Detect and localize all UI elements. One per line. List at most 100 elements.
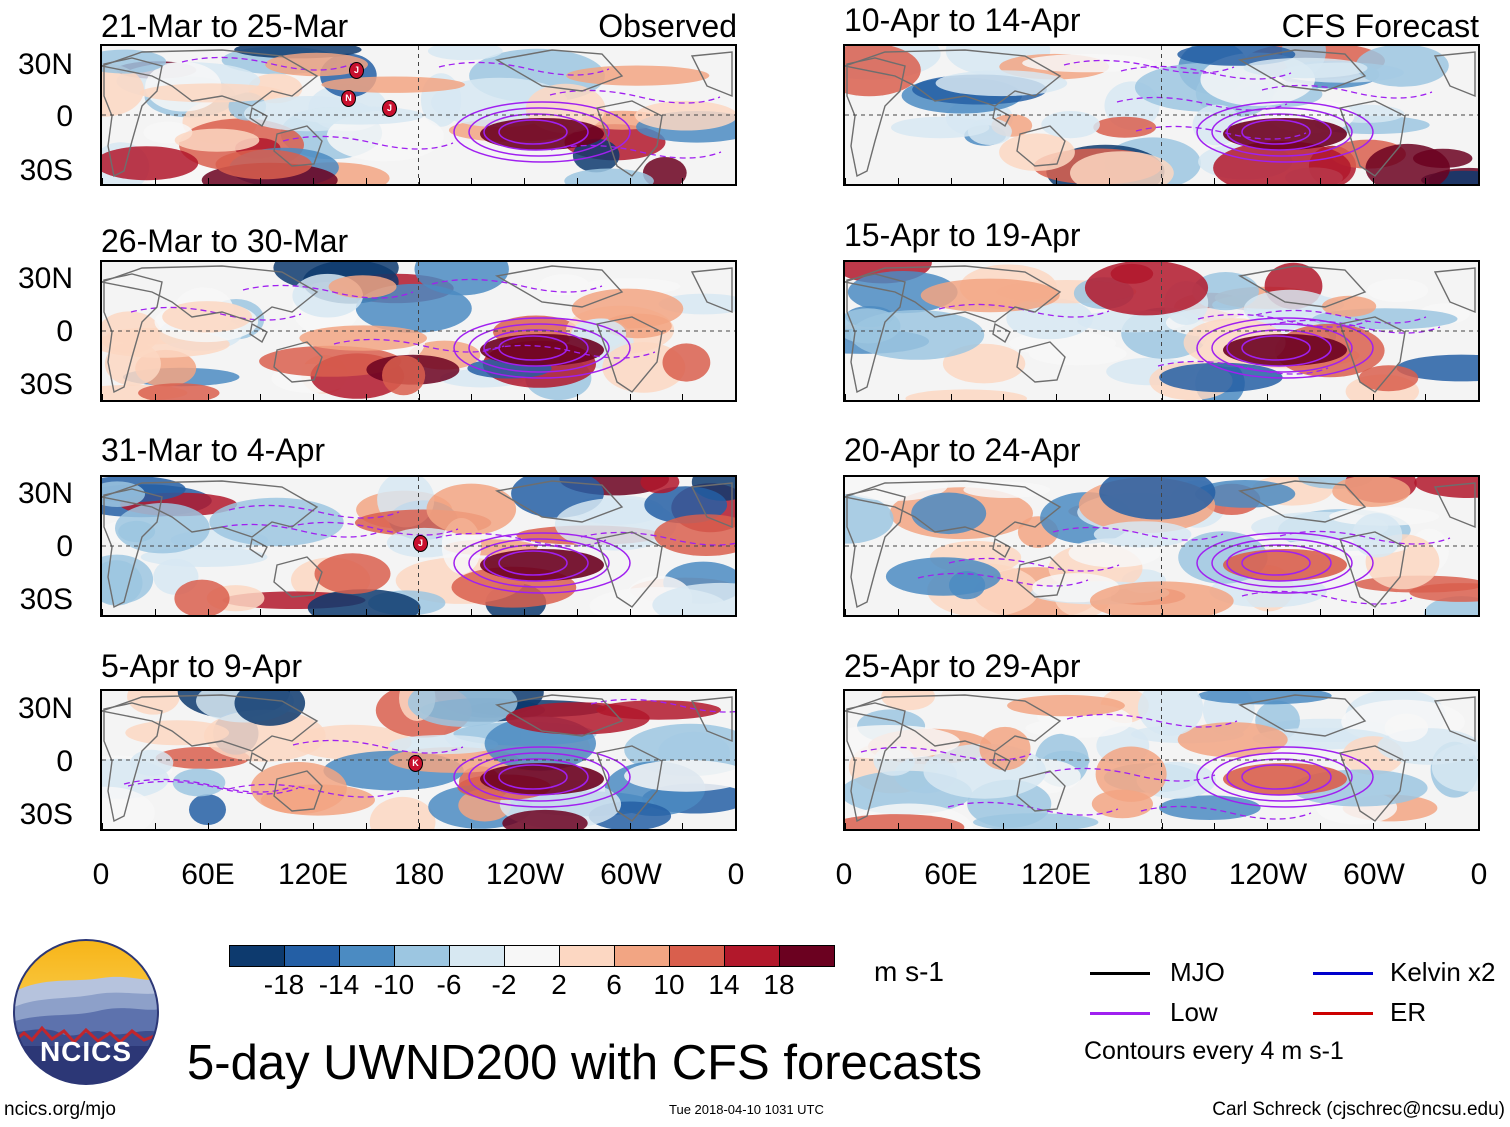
anomaly-blob <box>102 146 199 181</box>
anomaly-blob <box>973 813 1099 829</box>
anomaly-field <box>102 477 735 615</box>
anomaly-blob <box>1322 295 1377 317</box>
colorbar-tick-label: -18 <box>263 969 305 1000</box>
coastline <box>249 751 268 773</box>
low-contour-negative <box>948 557 1120 572</box>
coastline <box>1433 482 1476 529</box>
tick-mark <box>682 609 684 615</box>
xlabel-obs-0: 0 <box>92 858 110 891</box>
tick-mark <box>1478 823 1479 829</box>
low-contour-negative <box>860 746 1032 761</box>
tick-mark <box>1214 609 1216 615</box>
low-contour-negative <box>127 780 299 795</box>
footer-url[interactable]: ncics.org/mjo <box>4 1099 116 1120</box>
coastline <box>596 745 663 822</box>
anomaly-core <box>1223 763 1347 795</box>
low-contour <box>498 764 568 790</box>
low-contour-negative <box>1140 805 1312 820</box>
legend-label-er: ER <box>1390 997 1427 1027</box>
low-contour-negative <box>292 739 464 754</box>
anomaly-core <box>1223 549 1347 581</box>
coastline <box>1433 51 1476 98</box>
colorbar-tick-label: -14 <box>318 969 360 1000</box>
coastline <box>1433 267 1476 314</box>
anomaly-field <box>845 262 1478 400</box>
anomaly-blob <box>1084 262 1209 316</box>
legend-label-kelvin: Kelvin x2 <box>1390 957 1496 987</box>
coastline <box>846 273 906 394</box>
low-contour <box>1241 335 1311 361</box>
xlabel-fc-120e: 120E <box>1020 858 1092 891</box>
low-contour-negative <box>228 504 400 519</box>
xlabel-obs-60w: 60W <box>600 858 662 891</box>
low-contour <box>1226 329 1332 367</box>
anomaly-blob <box>102 49 167 74</box>
footer-timestamp: Tue 2018-04-10 1031 UTC <box>669 1102 824 1117</box>
anomaly-blob <box>369 796 436 829</box>
tick-mark <box>524 394 525 400</box>
colorbar-bin <box>229 945 285 967</box>
tick-mark <box>102 394 103 400</box>
anomaly-core <box>480 763 604 795</box>
coastline <box>845 694 1062 752</box>
anomaly-blob <box>640 477 680 494</box>
colorbar-tick-label: 10 <box>653 969 685 1000</box>
coastline <box>273 125 323 167</box>
anomaly-blob <box>174 128 260 152</box>
map-panel-fc-2 <box>843 260 1480 402</box>
anomaly-blob <box>1192 272 1259 311</box>
tick-mark <box>1372 394 1374 400</box>
xlabel-obs-120w: 120W <box>485 858 565 891</box>
tick-mark <box>576 823 578 829</box>
tick-mark <box>897 394 899 400</box>
storm-marker: J <box>349 62 364 79</box>
anomaly-blob <box>259 345 402 377</box>
tick-mark <box>1108 178 1110 184</box>
tick-mark <box>1214 394 1216 400</box>
low-contour <box>498 119 568 145</box>
anomaly-blob <box>1028 342 1127 366</box>
tick-mark <box>1056 178 1057 184</box>
anomaly-blob <box>104 342 161 386</box>
tick-mark <box>471 609 473 615</box>
coastline <box>249 322 268 344</box>
map-panel-fc-3 <box>843 475 1480 617</box>
tick-mark <box>1003 394 1005 400</box>
low-contour-negative <box>242 284 414 299</box>
coastline <box>690 696 733 743</box>
anomaly-blob <box>1095 746 1167 802</box>
legend-label-low: Low <box>1170 997 1218 1027</box>
xlabel-obs-60e: 60E <box>181 858 235 891</box>
tick-mark <box>735 609 736 615</box>
colorbar-bin <box>669 945 725 967</box>
low-contour <box>1196 532 1374 594</box>
tick-mark <box>471 178 473 184</box>
tick-mark <box>365 394 367 400</box>
anomaly-blob <box>1197 691 1332 705</box>
coastline <box>845 480 1062 538</box>
low-contour-negative <box>1269 319 1441 334</box>
colorbar-bin <box>284 945 340 967</box>
tick-mark <box>735 394 736 400</box>
coastline <box>596 316 663 393</box>
tick-mark <box>365 178 367 184</box>
tick-mark <box>1161 394 1163 400</box>
anomaly-blob <box>1177 722 1288 758</box>
low-contour <box>483 544 589 582</box>
map-panel-fc-1 <box>843 44 1480 186</box>
ylabel-30n-3: 30N <box>17 477 73 510</box>
anomaly-blob <box>505 702 650 735</box>
anomaly-blob <box>1007 694 1125 717</box>
anomaly-blob <box>265 52 368 77</box>
low-contour <box>498 335 568 361</box>
low-contour-negative <box>1197 313 1369 328</box>
tick-mark <box>735 178 736 184</box>
tick-mark <box>1003 609 1005 615</box>
low-contour <box>468 323 610 373</box>
low-contour-negative <box>438 61 610 76</box>
ylabel-0-2: 0 <box>56 315 73 348</box>
anomaly-blob <box>662 343 711 382</box>
xlabel-obs-0-end: 0 <box>727 858 745 891</box>
tick-mark <box>1214 823 1216 829</box>
